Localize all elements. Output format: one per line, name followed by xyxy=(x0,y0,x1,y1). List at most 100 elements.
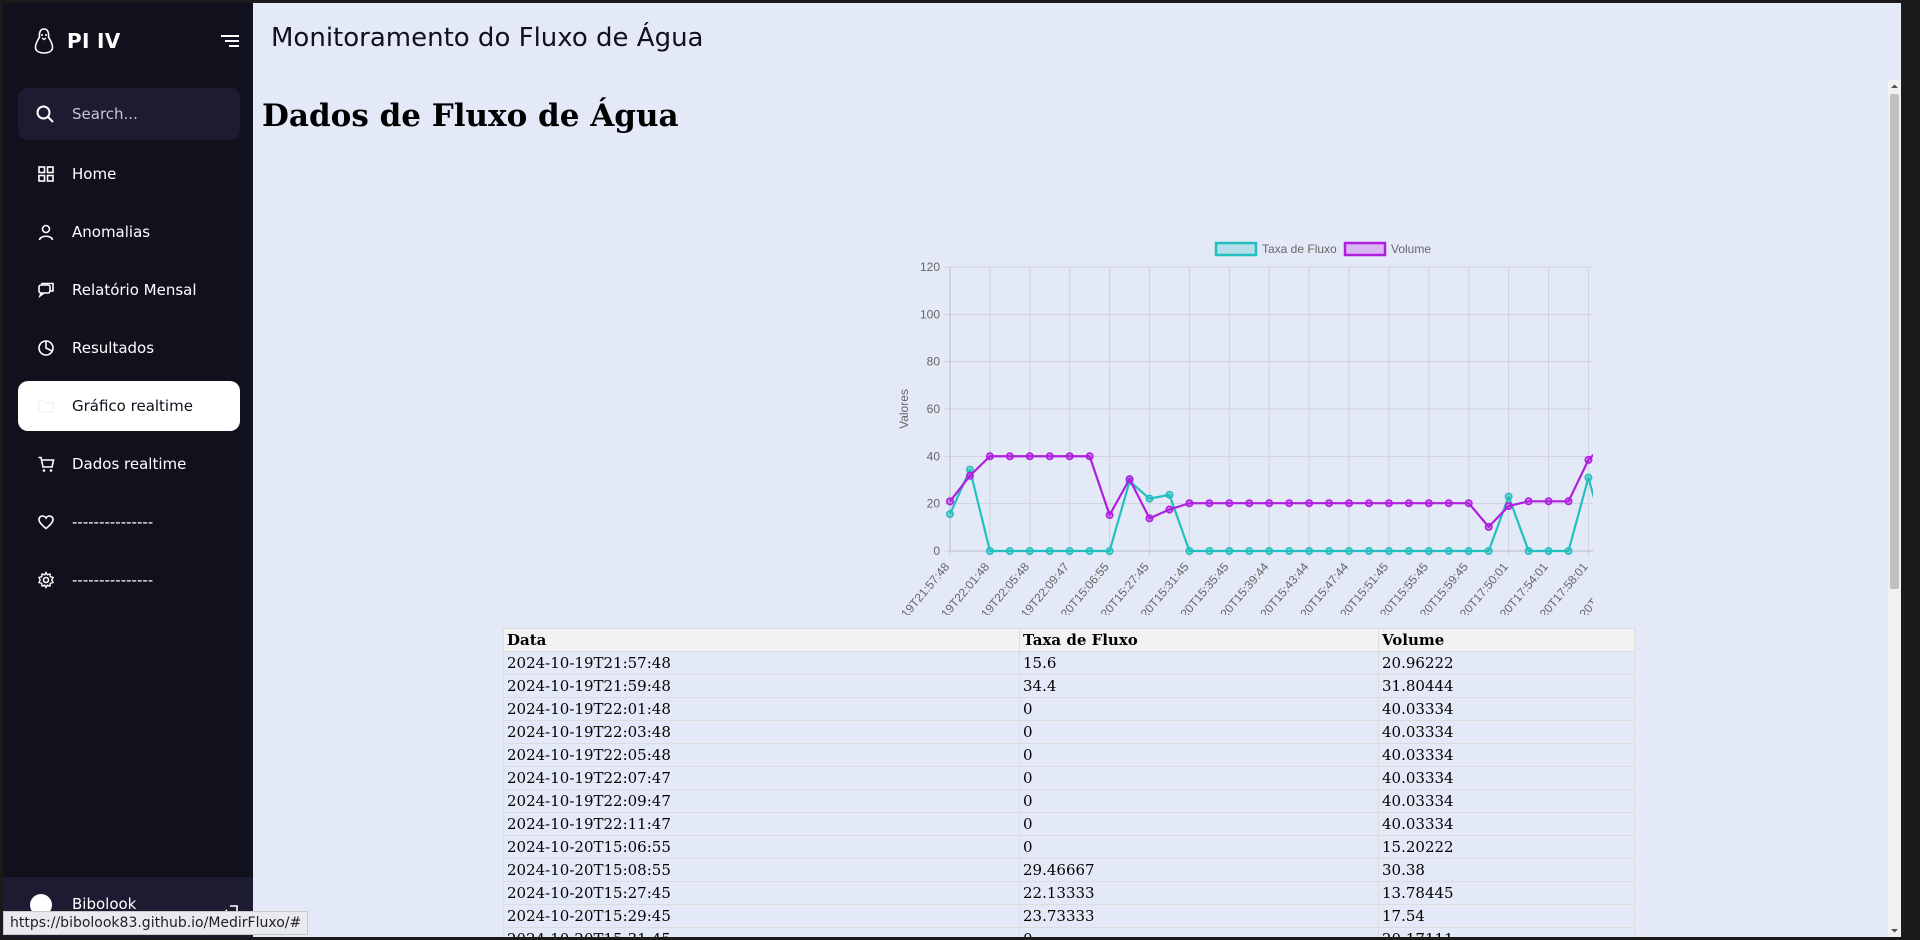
table-cell: 2024-10-19T22:05:48 xyxy=(503,743,1020,767)
sidebar-item-relatorio-mensal[interactable]: Relatório Mensal xyxy=(18,265,240,315)
data-point xyxy=(1364,499,1373,508)
table-row: 2024-10-20T15:06:55 0 15.20222 xyxy=(503,835,1635,859)
data-point xyxy=(1005,546,1014,555)
data-point xyxy=(1285,546,1294,555)
series-line-0 xyxy=(948,468,1593,553)
table-cell: 2024-10-20T15:31:45 xyxy=(503,927,1020,937)
table-row: 2024-10-20T15:08:55 29.46667 30.38 xyxy=(503,858,1635,882)
data-point xyxy=(1305,546,1314,555)
data-point xyxy=(1045,452,1054,461)
series-line-1 xyxy=(949,453,1593,528)
table-row: 2024-10-19T21:57:48 15.6 20.96222 xyxy=(503,651,1635,675)
data-point xyxy=(1564,497,1573,506)
y-tick-label: 80 xyxy=(927,355,941,369)
table-cell: 20.17111 xyxy=(1378,927,1635,937)
sidebar-item-label: --------------- xyxy=(72,571,154,589)
table-row: 2024-10-20T15:29:45 23.73333 17.54 xyxy=(503,904,1635,928)
data-point xyxy=(1524,497,1533,506)
menu-toggle-icon[interactable] xyxy=(219,30,241,52)
scroll-down-arrow-icon[interactable] xyxy=(1888,924,1901,937)
data-point xyxy=(1504,492,1513,501)
scroll-up-arrow-icon[interactable] xyxy=(1888,80,1901,93)
data-point xyxy=(1245,546,1254,555)
data-point xyxy=(1145,514,1154,523)
sidebar-item-anomalias[interactable]: Anomalias xyxy=(18,207,240,257)
data-point xyxy=(1584,473,1593,482)
data-point xyxy=(1564,546,1573,555)
data-point xyxy=(1265,499,1274,508)
table-cell: 34.4 xyxy=(1019,674,1379,698)
data-point xyxy=(1404,546,1413,555)
table-cell: 0 xyxy=(1019,789,1379,813)
scroll-thumb[interactable] xyxy=(1890,94,1899,589)
table-row: 2024-10-19T22:07:47 0 40.03334 xyxy=(503,766,1635,790)
sidebar-item-label: Home xyxy=(72,165,117,183)
data-point xyxy=(1185,499,1194,508)
table-row: 2024-10-19T22:05:48 0 40.03334 xyxy=(503,743,1635,767)
y-tick-label: 60 xyxy=(927,402,941,416)
legend-label: Taxa de Fluxo xyxy=(1262,242,1337,256)
scrollbar[interactable] xyxy=(1888,80,1901,937)
avatar xyxy=(30,894,52,916)
table-cell: 40.03334 xyxy=(1378,789,1635,813)
data-point xyxy=(1484,546,1493,555)
data-point xyxy=(1325,546,1334,555)
table-row: 2024-10-19T22:03:48 0 40.03334 xyxy=(503,720,1635,744)
data-point xyxy=(1245,499,1254,508)
data-point xyxy=(1524,546,1533,555)
data-point xyxy=(1345,546,1354,555)
table-row: 2024-10-19T22:09:47 0 40.03334 xyxy=(503,789,1635,813)
sidebar-item-placeholder-2[interactable]: --------------- xyxy=(18,555,240,605)
gear-icon xyxy=(38,571,54,589)
page-heading: Dados de Fluxo de Água xyxy=(262,98,679,134)
profile-name: Bibolook xyxy=(72,895,137,913)
data-point xyxy=(1045,546,1054,555)
sidebar-item-dados-realtime[interactable]: Dados realtime xyxy=(18,439,240,489)
data-point xyxy=(1165,505,1174,514)
data-point xyxy=(1125,475,1134,484)
table-cell: 2024-10-19T22:11:47 xyxy=(503,812,1020,836)
data-point xyxy=(1464,499,1473,508)
data-point xyxy=(1504,502,1513,511)
data-point xyxy=(1444,499,1453,508)
search-input[interactable] xyxy=(72,105,232,123)
sidebar-item-grafico-realtime[interactable]: Gráfico realtime xyxy=(18,381,240,431)
table-cell: 2024-10-19T22:09:47 xyxy=(503,789,1020,813)
table-cell: 20.96222 xyxy=(1378,651,1635,675)
data-point xyxy=(1424,546,1433,555)
data-point xyxy=(1444,546,1453,555)
table-cell: 0 xyxy=(1019,766,1379,790)
sidebar-item-home[interactable]: Home xyxy=(18,149,240,199)
table-cell: 40.03334 xyxy=(1378,697,1635,721)
data-point xyxy=(1105,511,1114,520)
sidebar-item-resultados[interactable]: Resultados xyxy=(18,323,240,373)
sidebar-item-label: Gráfico realtime xyxy=(72,397,193,415)
search-icon[interactable] xyxy=(35,104,55,124)
table-header-data: Data xyxy=(503,628,1020,652)
sidebar-item-placeholder-1[interactable]: --------------- xyxy=(18,497,240,547)
data-point xyxy=(945,497,954,506)
sidebar: PI IV Home Anomalias Relatório Mensal Re… xyxy=(3,3,253,937)
data-point xyxy=(1285,499,1294,508)
data-point xyxy=(1165,490,1174,499)
table-cell: 2024-10-20T15:29:45 xyxy=(503,904,1020,928)
table-cell: 40.03334 xyxy=(1378,766,1635,790)
table-cell: 2024-10-19T21:59:48 xyxy=(503,674,1020,698)
data-point xyxy=(1384,546,1393,555)
data-point xyxy=(1005,452,1014,461)
table-cell: 0 xyxy=(1019,720,1379,744)
table-row: 2024-10-20T15:31:45020.17111 xyxy=(503,927,1635,937)
table-cell: 13.78445 xyxy=(1378,881,1635,905)
data-point xyxy=(985,452,994,461)
data-point xyxy=(1464,546,1473,555)
table-cell: 2024-10-19T22:07:47 xyxy=(503,766,1020,790)
table-cell: 2024-10-19T22:03:48 xyxy=(503,720,1020,744)
y-tick-label: 40 xyxy=(927,449,941,463)
data-point xyxy=(1145,494,1154,503)
page-title: Monitoramento do Fluxo de Água xyxy=(271,23,704,53)
table-cell: 23.73333 xyxy=(1019,904,1379,928)
table-cell: 15.6 xyxy=(1019,651,1379,675)
data-point xyxy=(1025,546,1034,555)
table-cell: 29.46667 xyxy=(1019,858,1379,882)
search-box xyxy=(18,88,240,140)
